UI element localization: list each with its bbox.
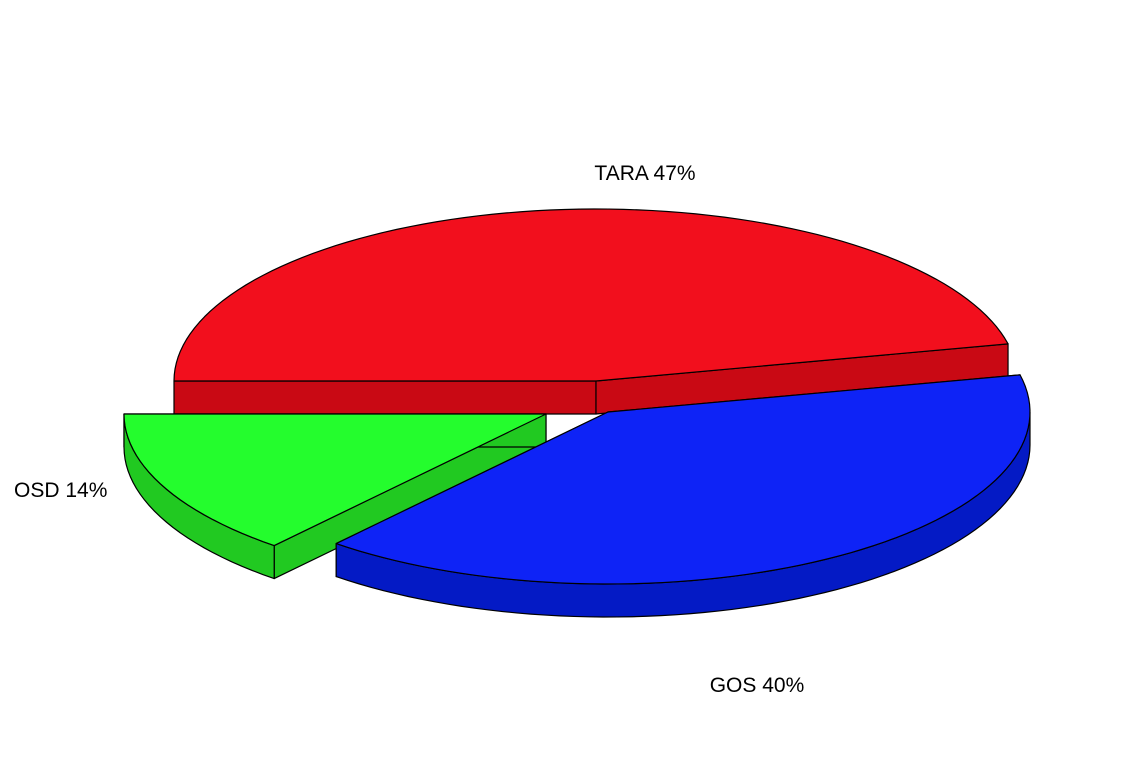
slice-label-gos: GOS 40% <box>710 674 805 697</box>
slice-labels-layer: TARA 47% GOS 40% OSD 14% <box>14 162 804 697</box>
slice-top-tara <box>173 208 1009 382</box>
slice-side-tara-face-0 <box>173 380 597 415</box>
slice-top-osd <box>123 413 547 547</box>
slice-label-tara: TARA 47% <box>594 162 695 185</box>
slice-tops-layer <box>123 208 1031 585</box>
slice-label-osd: OSD 14% <box>14 479 107 502</box>
slice-top-gos <box>335 374 1031 585</box>
